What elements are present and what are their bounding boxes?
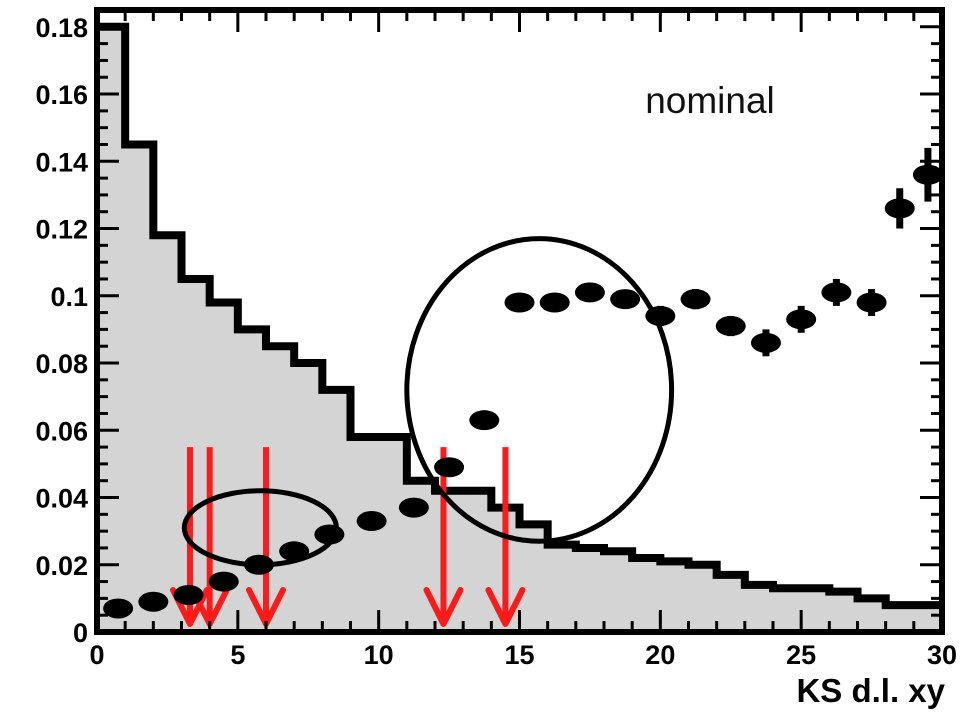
data-point	[715, 315, 746, 337]
data-marker	[173, 585, 204, 606]
y-tick-label: 0.1	[50, 282, 88, 312]
data-marker	[504, 292, 535, 313]
y-tick-label: 0.18	[35, 13, 88, 43]
data-marker	[138, 591, 169, 612]
x-tick-label: 25	[786, 640, 816, 670]
data-point	[610, 289, 641, 310]
data-point	[856, 289, 887, 316]
data-point	[821, 278, 852, 306]
data-point	[434, 457, 465, 478]
data-point	[680, 289, 711, 310]
y-tick-label: 0.08	[35, 349, 88, 379]
data-point	[208, 571, 239, 592]
x-tick-label: 30	[927, 640, 957, 670]
x-tick-label: 10	[364, 640, 394, 670]
y-tick-label: 0	[73, 618, 88, 648]
data-marker	[912, 164, 943, 185]
x-axis-title: KS d.l. xy	[796, 672, 945, 709]
data-marker	[610, 289, 641, 310]
y-tick-label: 0.04	[35, 484, 88, 514]
data-marker	[208, 571, 239, 592]
data-marker	[398, 497, 429, 518]
data-point	[398, 497, 429, 518]
data-point	[539, 292, 570, 313]
data-marker	[680, 289, 711, 310]
data-marker	[539, 292, 570, 313]
data-marker	[821, 282, 852, 303]
data-marker	[786, 309, 817, 330]
arrow-head	[485, 587, 526, 627]
y-tick-label: 0.14	[35, 147, 88, 177]
data-point	[912, 147, 943, 202]
x-tick-label: 5	[230, 640, 245, 670]
x-tick-label: 15	[504, 640, 534, 670]
data-point	[469, 410, 500, 431]
y-tick-label: 0.06	[35, 416, 88, 446]
y-tick-label: 0.02	[35, 551, 88, 581]
data-point	[103, 598, 134, 619]
annotation-nominal: nominal	[645, 80, 775, 121]
data-point	[173, 585, 204, 606]
x-tick-label: 0	[89, 640, 104, 670]
data-point	[884, 188, 915, 229]
y-tick-label: 0.12	[35, 215, 88, 245]
highlight-ellipse-2	[404, 236, 675, 544]
data-point	[138, 591, 169, 612]
histogram	[97, 22, 942, 633]
data-marker	[356, 511, 387, 532]
axis-ticks	[95, 8, 944, 634]
y-tick-label: 0.16	[35, 80, 88, 110]
data-marker	[715, 316, 746, 337]
data-point	[356, 511, 387, 532]
arrow-head	[423, 587, 464, 627]
data-marker	[469, 410, 500, 431]
data-marker	[574, 282, 605, 303]
data-point	[574, 282, 605, 303]
highlight-ellipse-1	[181, 488, 339, 568]
data-point	[786, 305, 817, 333]
axis-labels: 0 5 10 15 20 25 30 0 0.02 0.04 0.06 0.08 0.1 0.12 0.14…	[35, 13, 957, 670]
data-point	[750, 329, 781, 357]
arrow-marker-4	[423, 447, 464, 627]
data-marker	[750, 332, 781, 353]
data-points	[103, 147, 943, 619]
data-marker	[434, 457, 465, 478]
data-marker	[856, 292, 887, 313]
data-point	[504, 292, 535, 313]
histogram-fill	[97, 26, 942, 633]
histogram-outline	[97, 22, 942, 610]
highlight-ellipses	[181, 236, 675, 568]
data-marker	[103, 598, 134, 619]
x-tick-label: 20	[645, 640, 675, 670]
data-marker	[884, 198, 915, 219]
